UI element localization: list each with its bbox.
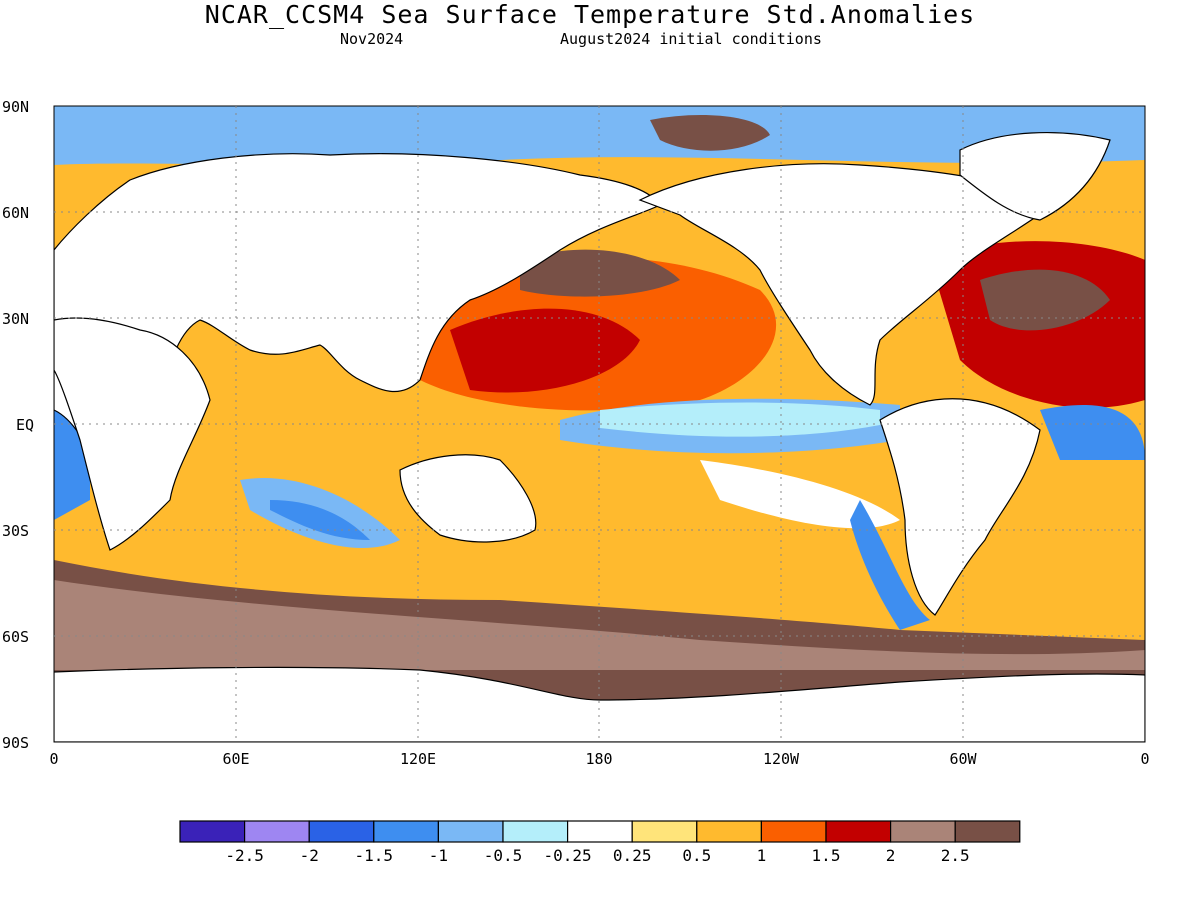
x-axis-labels: 0 60E 120E 180 120W 60W 0 [49,750,1149,768]
anomaly-region-kuroshio [520,249,680,297]
x-tick-label: 60W [949,750,977,768]
colorbar-label: -2.5 [225,846,264,865]
x-tick-label: 180 [585,750,612,768]
colorbar-bin [502,820,569,843]
colorbar-bin [437,820,504,843]
x-tick-label: 120E [400,750,436,768]
y-axis-labels: 90N 60N 30N EQ 30S 60S 90S [2,98,34,752]
anomaly-region-east-pacific-neutral [700,460,900,529]
landmass-australia [399,454,537,543]
anomaly-region-cold-tongue-core [600,402,880,437]
colorbar-label: -2 [300,846,319,865]
colorbar-label: -1 [429,846,448,865]
y-tick-label: 60S [2,628,29,646]
landmass-south-america [879,398,1041,616]
initial-conditions-label: August2024 initial conditions [560,30,822,48]
anomaly-region-north-atlantic-core [980,269,1110,331]
colorbar-label: -0.5 [484,846,523,865]
colorbar-bin [631,820,698,843]
colorbar-label: 0.5 [682,846,711,865]
colorbar-label: 1 [757,846,767,865]
colorbar-label: -0.25 [544,846,592,865]
colorbar-bin [889,820,956,843]
map-title: NCAR_CCSM4 Sea Surface Temperature Std.A… [204,0,976,29]
colorbar-bin [760,820,827,843]
colorbar-bin [696,820,762,843]
colorbar-label: 2.5 [941,846,970,865]
colorbar-label: -1.5 [355,846,394,865]
x-tick-label: 0 [49,750,58,768]
anomaly-region-tropical-atlantic [1040,405,1145,460]
anomaly-region-arctic-warm [650,115,770,151]
colorbar-bin [373,820,439,843]
y-tick-label: 30N [2,310,29,328]
colorbar-label: 0.25 [613,846,652,865]
colorbar-bin [308,820,375,843]
colorbar-bin [954,820,1021,843]
y-tick-label: 90S [2,734,29,752]
colorbar-bin [825,820,892,843]
colorbar-bin [566,820,633,843]
landmass-greenland [959,131,1111,221]
landmass-antarctica [54,666,1145,742]
gridlines [54,106,1145,742]
x-tick-label: 60E [222,750,249,768]
colorbar-label: 1.5 [812,846,841,865]
forecast-month: Nov2024 [340,30,404,48]
y-tick-label: 90N [2,98,29,116]
x-tick-label: 120W [763,750,800,768]
anomaly-region-warm-pool [450,308,640,393]
colorbar: -2.5 -2 -1.5 -1 -0.5 -0.25 0.25 0.5 1 1.5 2 2.5 [179,820,1021,865]
landmass-north-america [638,163,1062,406]
colorbar-bin [179,820,246,843]
landmass-africa [54,317,211,551]
y-tick-label: EQ [16,416,34,434]
y-tick-label: 30S [2,522,29,540]
y-tick-label: 60N [2,204,29,222]
anomaly-region-southern-ocean-edge [54,580,1145,670]
colorbar-label: 2 [886,846,896,865]
x-tick-label: 0 [1140,750,1149,768]
colorbar-bin [244,820,310,843]
anomaly-region-peru-current [850,500,930,630]
anomaly-region-south-indian-core [270,500,370,540]
